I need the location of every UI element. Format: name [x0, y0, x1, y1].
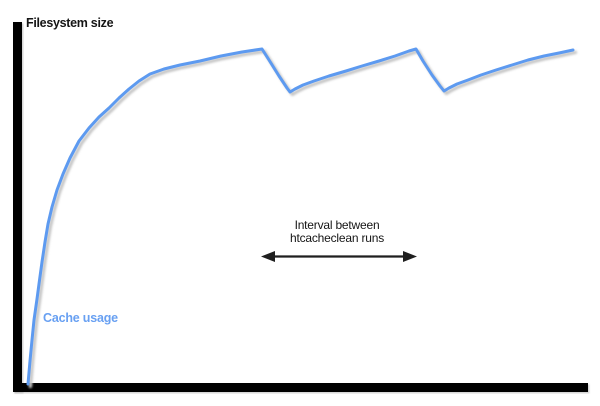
- interval-arrow-left-head: [261, 251, 275, 262]
- filesystem-size-axis-label: Filesystem size: [26, 16, 114, 30]
- cache-usage-curve: [26, 47, 575, 386]
- interval-arrow-right-head: [403, 251, 417, 262]
- interval-annotation-line-1: Interval between: [294, 218, 380, 232]
- x-axis-bar: [13, 383, 588, 392]
- cache-usage-series-label: Cache usage: [43, 311, 118, 325]
- interval-annotation: Interval between htcacheclean runs: [290, 219, 384, 244]
- y-axis-bar: [13, 22, 22, 392]
- interval-annotation-line-2: htcacheclean runs: [290, 230, 384, 245]
